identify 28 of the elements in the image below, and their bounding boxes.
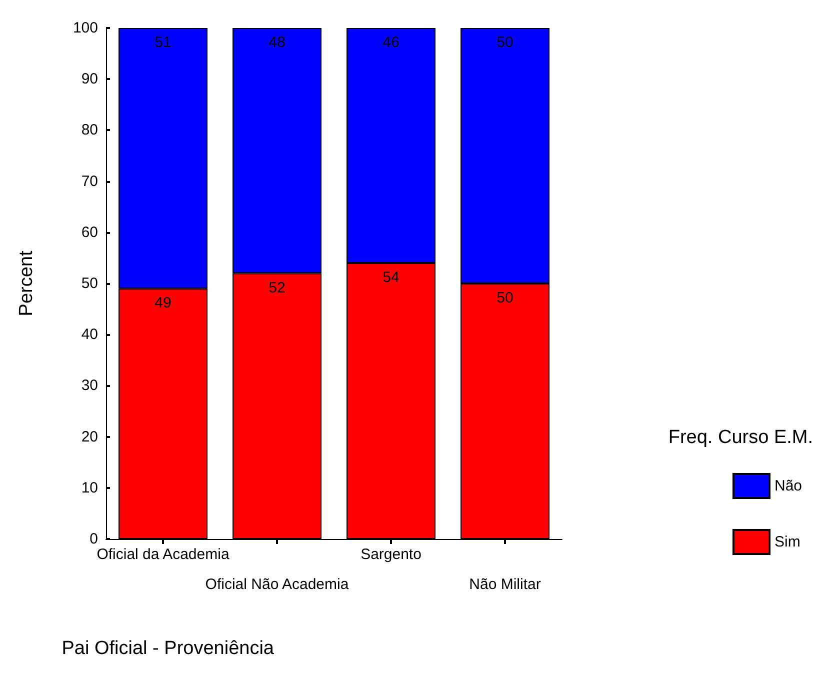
y-tick-label: 40 — [81, 326, 98, 344]
x-axis-title: Pai Oficial - Proveniência — [62, 638, 274, 659]
x-tick-label: Oficial da Academia — [96, 546, 230, 563]
x-tick-label: Oficial Não Academia — [205, 576, 350, 593]
y-tick-label: 80 — [81, 122, 98, 139]
data-label: 51 — [154, 34, 172, 51]
data-label: 49 — [154, 294, 172, 312]
y-tick-label: 90 — [81, 70, 98, 88]
data-label: 50 — [496, 34, 514, 51]
legend-label: Sim — [774, 534, 800, 550]
y-tick-label: 50 — [81, 275, 98, 292]
y-tick-label: 30 — [81, 377, 98, 394]
data-label: 52 — [268, 279, 286, 296]
data-label: 48 — [268, 34, 286, 51]
legend-title: Freq. Curso E.M. — [668, 427, 814, 448]
x-tick-label: Não Militar — [469, 576, 541, 593]
y-tick-label: 0 — [90, 530, 98, 548]
data-label: 50 — [496, 290, 514, 306]
y-tick-label: 100 — [72, 20, 98, 36]
data-label: 54 — [382, 269, 400, 286]
legend-label: Não — [774, 478, 802, 494]
y-axis-title: Percent — [16, 250, 37, 316]
y-tick-label: 20 — [81, 428, 98, 446]
x-tick-label: Sargento — [360, 546, 422, 563]
y-tick-label: 10 — [81, 479, 98, 496]
y-tick-label: 70 — [81, 172, 98, 190]
y-tick-label: 60 — [81, 224, 98, 241]
data-label: 46 — [382, 34, 400, 51]
